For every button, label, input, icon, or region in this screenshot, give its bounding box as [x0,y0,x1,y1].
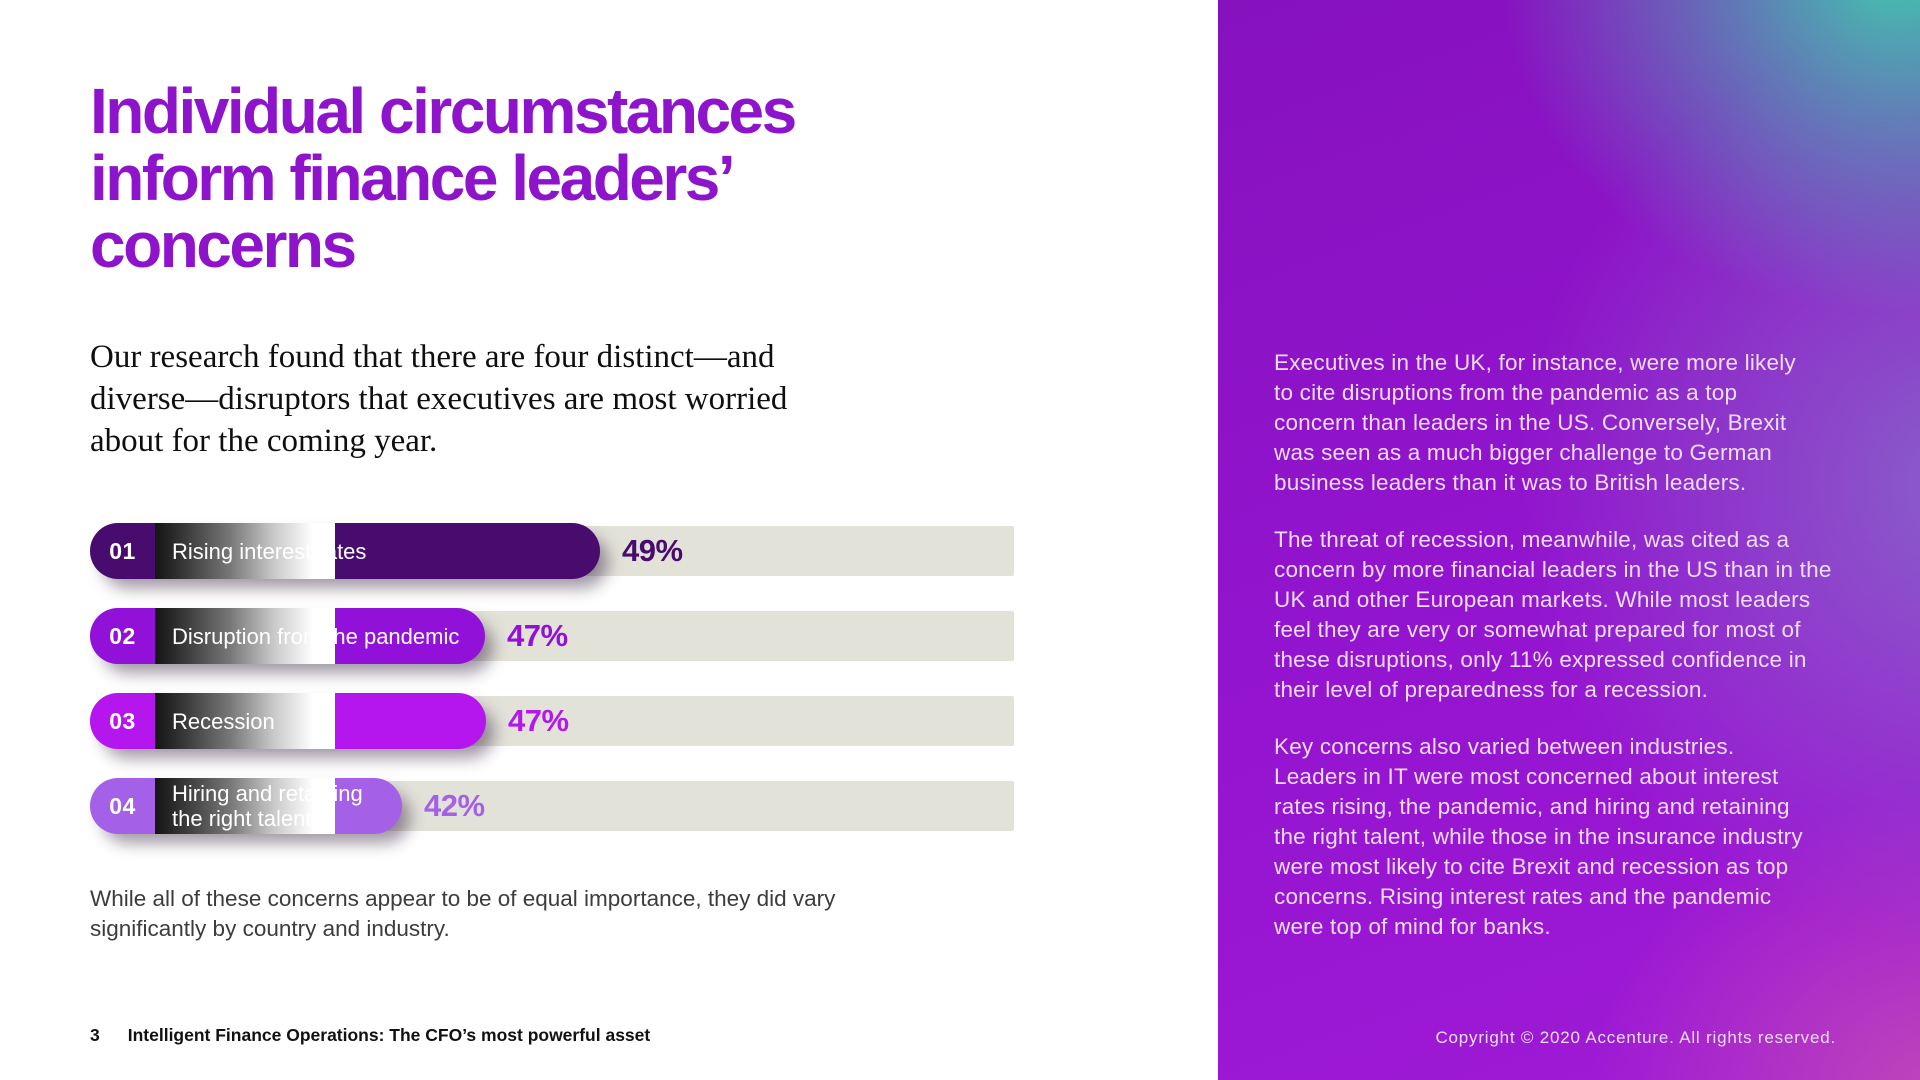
bar-rank: 03 [109,707,136,734]
panel-paragraph-uk-us: Executives in the UK, for instance, were… [1274,350,1796,495]
bar-value: 42% [424,788,485,823]
bar-row-pandemic-disruption: 02 Disruption from the pandemic 47% [90,608,1014,671]
bar-shine-overlay [155,778,335,834]
left-content-panel: Individual circumstances inform finance … [90,75,1014,1046]
intro-paragraph: Our research found that there are four d… [90,339,788,459]
closing-note: While all of these concerns appear to be… [90,886,836,941]
bar-label: Hiring and retaining the right talent [172,781,363,831]
bar-label: Disruption from the pandemic [172,623,460,649]
right-gradient-panel: Executives in the UK, for instance, were… [1218,0,1920,1080]
panel-paragraph-industries: Key concerns also varied between industr… [1274,734,1803,939]
footer: 3 Intelligent Finance Operations: The CF… [90,1025,650,1046]
bar-value: 47% [508,703,569,738]
bar-row-hiring-talent: 04 Hiring and retaining the right talent… [90,778,1014,841]
bar-row-recession: 03 Recession 47% [90,693,1014,756]
page-number: 3 [90,1025,100,1045]
bar-label: Rising interest rates [172,538,367,564]
bar-rank: 02 [109,622,136,649]
bar-value: 49% [622,533,683,568]
panel-text: Executives in the UK, for instance, were… [1274,348,1884,969]
report-title: Intelligent Finance Operations: The CFO’… [127,1025,651,1045]
bar-label: Recession [172,708,275,734]
bar-rank: 04 [109,792,136,819]
concerns-bar-chart: 01 Rising interest rates 49% 02 Disrupti… [90,523,1014,863]
bar-pill: 02 Disruption from the pandemic [90,608,485,671]
page-title: Individual circumstances inform finance … [90,75,797,281]
panel-paragraph-recession: The threat of recession, meanwhile, was … [1274,527,1832,702]
bar-pill: 01 Rising interest rates [90,523,600,586]
bar-pill: 03 Recession [90,693,486,756]
bar-shine-overlay [155,693,335,749]
bar-shine-overlay [155,608,335,664]
bar-rank: 01 [109,537,136,564]
bar-value: 47% [507,618,568,653]
bar-shine-overlay [155,523,335,579]
bar-pill: 04 Hiring and retaining the right talent [90,778,402,841]
copyright-notice: Copyright © 2020 Accenture. All rights r… [1435,1028,1836,1047]
bar-row-rising-interest-rates: 01 Rising interest rates 49% [90,523,1014,586]
